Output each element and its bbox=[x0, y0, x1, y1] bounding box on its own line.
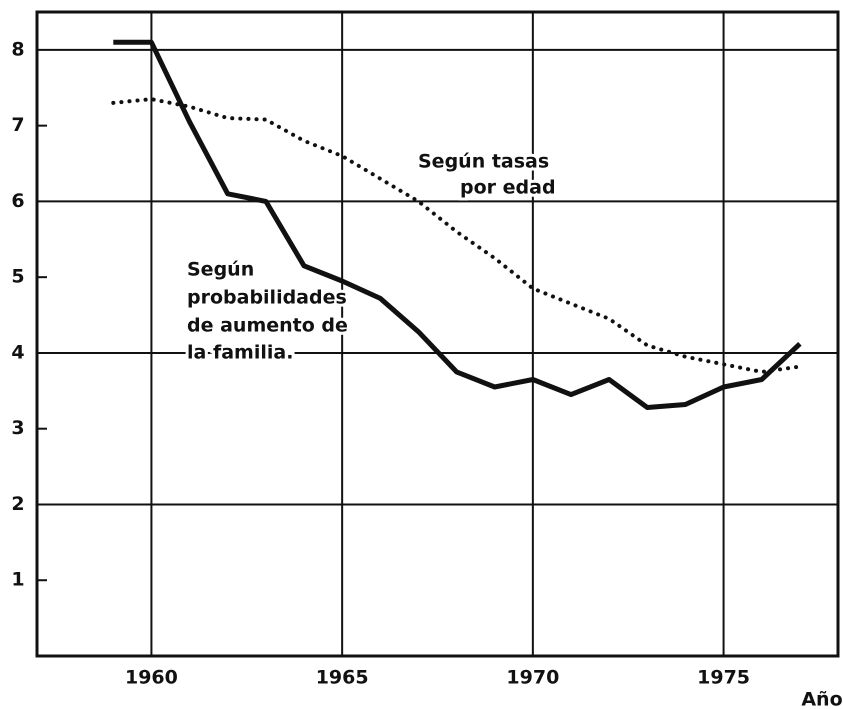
y-tick-label: 4 bbox=[11, 341, 24, 363]
x-tick-label: 1965 bbox=[316, 667, 369, 689]
data-line bbox=[111, 97, 802, 374]
annotation: Según tasas bbox=[418, 151, 549, 173]
annotation: de aumento de bbox=[187, 315, 348, 337]
annotation: Según bbox=[187, 259, 254, 281]
annotation: por edad bbox=[460, 177, 556, 199]
y-tick-label: 2 bbox=[11, 493, 24, 515]
x-tick-label: 1960 bbox=[125, 667, 178, 689]
x-tick-label: 1970 bbox=[506, 667, 559, 689]
data-line bbox=[113, 39, 802, 410]
annotation: probabilidades bbox=[187, 287, 347, 309]
annotation: la familia. bbox=[187, 342, 293, 364]
x-tick-label: 1975 bbox=[697, 667, 750, 689]
y-tick-label: 6 bbox=[11, 190, 24, 212]
y-tick-label: 8 bbox=[11, 38, 24, 60]
y-tick-label: 1 bbox=[11, 569, 24, 591]
plot-frame bbox=[35, 10, 840, 658]
y-tick-label: 3 bbox=[11, 417, 24, 439]
x-axis-label: Año bbox=[801, 689, 842, 710]
y-tick-label: 5 bbox=[11, 266, 24, 288]
y-tick-label: 7 bbox=[11, 114, 24, 136]
